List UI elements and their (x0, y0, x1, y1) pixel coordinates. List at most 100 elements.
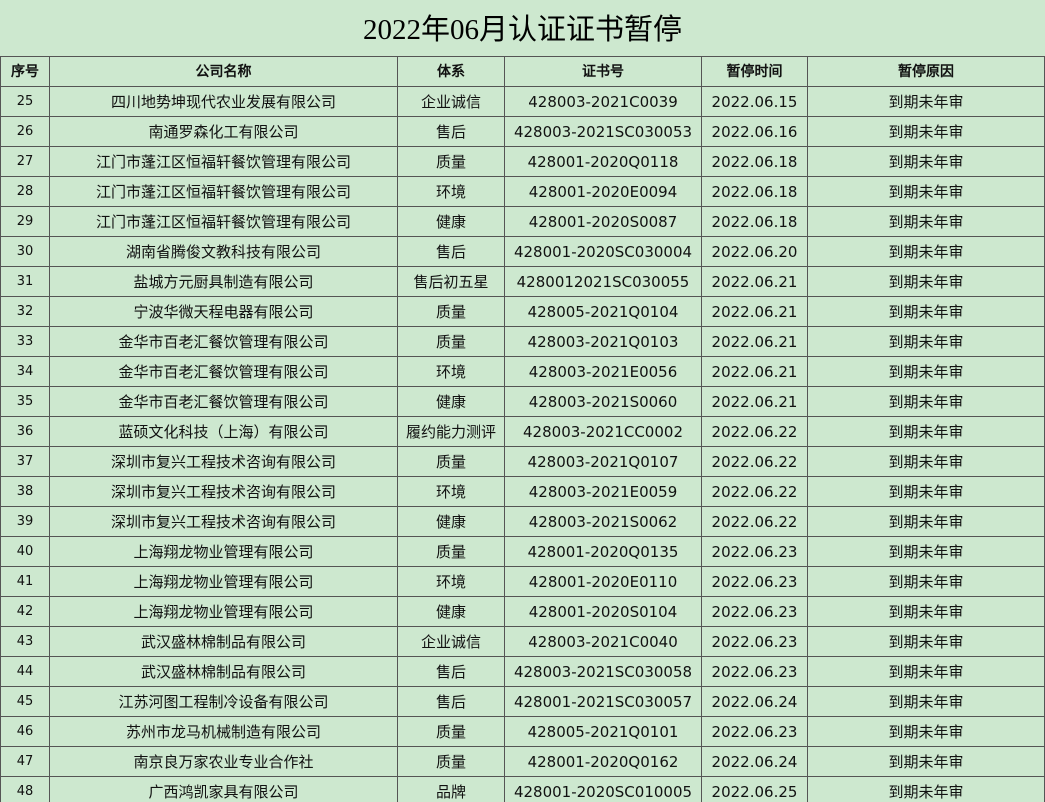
table-row: 45 江苏河图工程制冷设备有限公司 售后 428001-2021SC030057 202… (0, 687, 1045, 717)
suspend-date: 2022.06.20 (702, 237, 808, 267)
table-row: 36 蓝硕文化科技（上海）有限公司 履约能力测评 428003-2021CC0002 2… (0, 417, 1045, 447)
suspend-reason: 到期未年审 (808, 717, 1045, 747)
company-name: 江门市蓬江区恒福轩餐饮管理有限公司 (50, 177, 398, 207)
certificate-number: 428003-2021SC030053 (505, 117, 702, 147)
serial-number: 42 (0, 597, 50, 627)
table-row: 38 深圳市复兴工程技术咨询有限公司 环境 428003-2021E0059 2022.… (0, 477, 1045, 507)
serial-number: 34 (0, 357, 50, 387)
suspend-reason: 到期未年审 (808, 87, 1045, 117)
table-row: 48 广西鸿凯家具有限公司 品牌 428001-2020SC010005 2022.06… (0, 777, 1045, 802)
company-name: 金华市百老汇餐饮管理有限公司 (50, 327, 398, 357)
system: 质量 (398, 717, 505, 747)
suspend-date: 2022.06.23 (702, 657, 808, 687)
certificate-number: 428003-2021CC0002 (505, 417, 702, 447)
suspend-date: 2022.06.23 (702, 717, 808, 747)
suspend-reason: 到期未年审 (808, 117, 1045, 147)
suspend-reason: 到期未年审 (808, 207, 1045, 237)
suspend-date: 2022.06.21 (702, 387, 808, 417)
table-row: 46 苏州市龙马机械制造有限公司 质量 428005-2021Q0101 2022.06… (0, 717, 1045, 747)
system: 企业诚信 (398, 627, 505, 657)
system: 健康 (398, 207, 505, 237)
suspend-date: 2022.06.23 (702, 537, 808, 567)
system: 质量 (398, 327, 505, 357)
certificate-number: 4280012021SC030055 (505, 267, 702, 297)
system: 履约能力测评 (398, 417, 505, 447)
suspend-date: 2022.06.21 (702, 327, 808, 357)
system: 质量 (398, 297, 505, 327)
suspend-reason: 到期未年审 (808, 747, 1045, 777)
certificate-number: 428001-2020Q0162 (505, 747, 702, 777)
serial-number: 35 (0, 387, 50, 417)
suspend-reason: 到期未年审 (808, 387, 1045, 417)
company-name: 武汉盛林棉制品有限公司 (50, 657, 398, 687)
suspend-reason: 到期未年审 (808, 507, 1045, 537)
table-row: 32 宁波华微天程电器有限公司 质量 428005-2021Q0104 2022.06.… (0, 297, 1045, 327)
suspend-date: 2022.06.18 (702, 207, 808, 237)
serial-number: 33 (0, 327, 50, 357)
suspend-date: 2022.06.22 (702, 417, 808, 447)
serial-number: 43 (0, 627, 50, 657)
table-row: 27 江门市蓬江区恒福轩餐饮管理有限公司 质量 428001-2020Q0118 202… (0, 147, 1045, 177)
certificate-number: 428005-2021Q0101 (505, 717, 702, 747)
header-serial-number: 序号 (0, 57, 50, 87)
serial-number: 25 (0, 87, 50, 117)
suspend-date: 2022.06.23 (702, 597, 808, 627)
suspend-date: 2022.06.22 (702, 507, 808, 537)
suspend-reason: 到期未年审 (808, 267, 1045, 297)
company-name: 苏州市龙马机械制造有限公司 (50, 717, 398, 747)
system: 环境 (398, 357, 505, 387)
suspend-date: 2022.06.23 (702, 567, 808, 597)
serial-number: 30 (0, 237, 50, 267)
table-row: 41 上海翔龙物业管理有限公司 环境 428001-2020E0110 2022.06.… (0, 567, 1045, 597)
suspend-reason: 到期未年审 (808, 237, 1045, 267)
company-name: 江苏河图工程制冷设备有限公司 (50, 687, 398, 717)
suspend-date: 2022.06.22 (702, 477, 808, 507)
header-row: 序号 公司名称 体系 证书号 暂停时间 暂停原因 (0, 57, 1045, 87)
certificate-number: 428003-2021E0056 (505, 357, 702, 387)
company-name: 武汉盛林棉制品有限公司 (50, 627, 398, 657)
serial-number: 32 (0, 297, 50, 327)
sheet-title: 2022年06月认证证书暂停 (0, 0, 1045, 57)
suspend-reason: 到期未年审 (808, 477, 1045, 507)
certificate-number: 428003-2021S0060 (505, 387, 702, 417)
company-name: 江门市蓬江区恒福轩餐饮管理有限公司 (50, 207, 398, 237)
certificate-number: 428003-2021S0062 (505, 507, 702, 537)
system: 企业诚信 (398, 87, 505, 117)
serial-number: 40 (0, 537, 50, 567)
certificate-number: 428001-2020E0094 (505, 177, 702, 207)
suspend-reason: 到期未年审 (808, 687, 1045, 717)
company-name: 蓝硕文化科技（上海）有限公司 (50, 417, 398, 447)
company-name: 南通罗森化工有限公司 (50, 117, 398, 147)
suspend-date: 2022.06.18 (702, 147, 808, 177)
serial-number: 46 (0, 717, 50, 747)
system: 质量 (398, 537, 505, 567)
suspend-date: 2022.06.21 (702, 267, 808, 297)
table-row: 30 湖南省腾俊文教科技有限公司 售后 428001-2020SC030004 2022… (0, 237, 1045, 267)
certificate-number: 428001-2020SC030004 (505, 237, 702, 267)
table-row: 44 武汉盛林棉制品有限公司 售后 428003-2021SC030058 2022.0… (0, 657, 1045, 687)
suspend-date: 2022.06.25 (702, 777, 808, 802)
serial-number: 28 (0, 177, 50, 207)
table-row: 39 深圳市复兴工程技术咨询有限公司 健康 428003-2021S0062 2022.… (0, 507, 1045, 537)
certificate-number: 428001-2021SC030057 (505, 687, 702, 717)
header-suspend-reason: 暂停原因 (808, 57, 1045, 87)
serial-number: 26 (0, 117, 50, 147)
suspend-reason: 到期未年审 (808, 537, 1045, 567)
suspend-reason: 到期未年审 (808, 357, 1045, 387)
company-name: 深圳市复兴工程技术咨询有限公司 (50, 507, 398, 537)
header-certificate-number: 证书号 (505, 57, 702, 87)
company-name: 金华市百老汇餐饮管理有限公司 (50, 357, 398, 387)
certificate-number: 428001-2020Q0135 (505, 537, 702, 567)
certificate-number: 428001-2020Q0118 (505, 147, 702, 177)
suspend-reason: 到期未年审 (808, 597, 1045, 627)
serial-number: 45 (0, 687, 50, 717)
certificate-number: 428001-2020E0110 (505, 567, 702, 597)
suspend-reason: 到期未年审 (808, 567, 1045, 597)
system: 售后 (398, 687, 505, 717)
system: 质量 (398, 147, 505, 177)
certificate-number: 428003-2021Q0103 (505, 327, 702, 357)
suspend-reason: 到期未年审 (808, 777, 1045, 802)
table-row: 33 金华市百老汇餐饮管理有限公司 质量 428003-2021Q0103 2022.0… (0, 327, 1045, 357)
serial-number: 44 (0, 657, 50, 687)
company-name: 上海翔龙物业管理有限公司 (50, 597, 398, 627)
